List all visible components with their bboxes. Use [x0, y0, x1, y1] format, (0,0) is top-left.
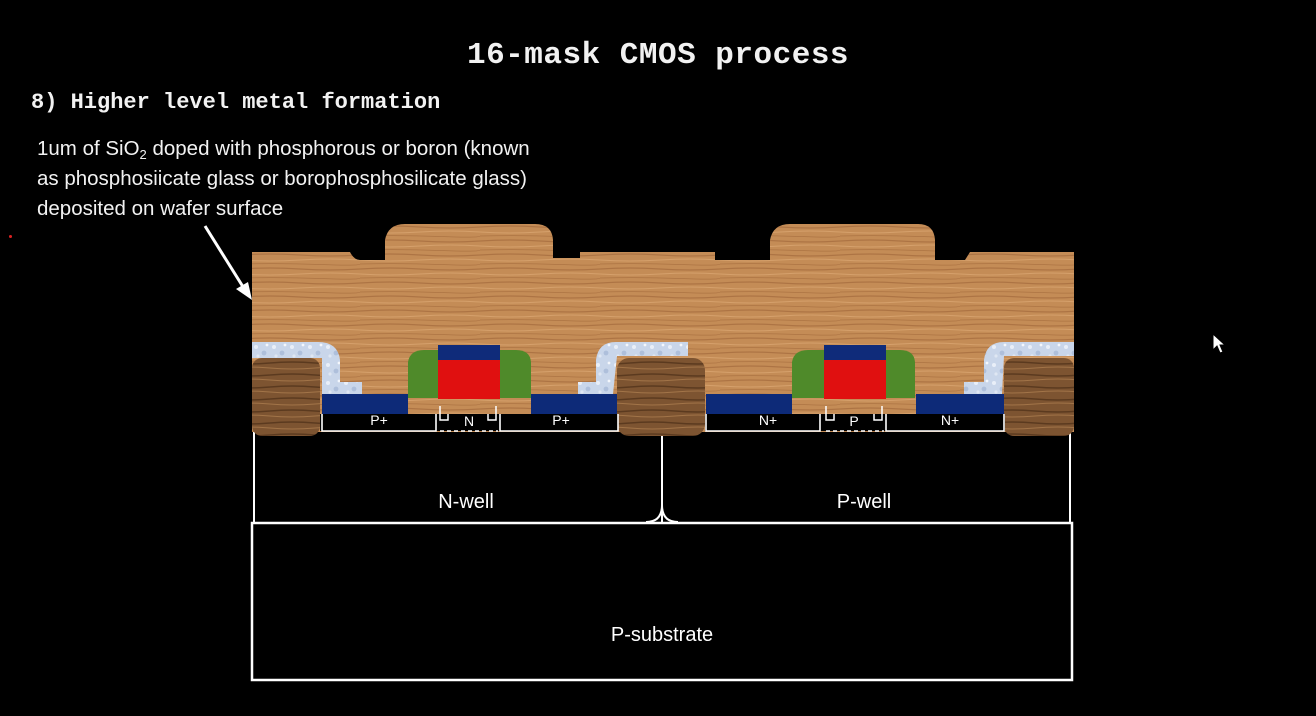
mouse-cursor-icon [1212, 333, 1227, 354]
nmos-drain-outline [885, 414, 1005, 432]
pmos-source-outline [321, 414, 437, 432]
label-p-plus-left: P+ [370, 412, 388, 428]
field-oxide-right [1004, 358, 1074, 436]
label-n-well: N-well [438, 491, 494, 513]
p-plus-diffusion-left [322, 394, 408, 414]
n-plus-diffusion-right [916, 394, 1004, 414]
slide-title: 16-mask CMOS process [466, 38, 850, 73]
field-oxide-center [617, 358, 705, 436]
nmos-gate-cap [824, 345, 886, 360]
description-line-2: as phosphosiicate glass or borophosphosi… [37, 167, 528, 190]
label-p-well: P-well [837, 491, 891, 513]
p-plus-diffusion-right [531, 394, 617, 414]
annotation-arrow-head [236, 282, 252, 300]
metal1-left [252, 342, 362, 394]
p-substrate-region [250, 521, 1074, 682]
label-n-channel: N [464, 413, 474, 429]
well-boundary [645, 436, 679, 523]
pmos-gate-poly [438, 359, 500, 399]
label-n-plus-right: N+ [941, 412, 959, 428]
laser-pointer-dot [9, 235, 12, 238]
step-heading: 8) Higher level metal formation [31, 90, 441, 115]
label-n-plus-left: N+ [759, 412, 777, 428]
metal1-mid-left [578, 342, 688, 394]
metal1-right [964, 342, 1074, 394]
nmos-source-outline [705, 414, 821, 432]
nmos-gate-poly [824, 359, 886, 399]
label-p-channel: P [849, 413, 858, 429]
pmos-drain-outline [499, 414, 619, 432]
description-line-1: 1um of SiO2 doped with phosphorous or bo… [37, 137, 530, 162]
field-oxide-left [252, 358, 320, 436]
nmos-ldd-left [825, 406, 835, 421]
description-text: 1um of SiO2 doped with phosphorous or bo… [37, 134, 637, 224]
annotation-arrow-line [203, 225, 247, 291]
p-well-region [662, 432, 1071, 524]
pmos-gate-cap [438, 345, 500, 360]
pmos-ldd-right [487, 406, 497, 421]
active-area-right [705, 414, 1005, 431]
description-line-3: deposited on wafer surface [37, 197, 284, 220]
n-plus-diffusion-left [706, 394, 792, 414]
label-p-substrate: P-substrate [611, 624, 713, 646]
pmos-ldd-left [439, 406, 449, 421]
label-p-plus-right: P+ [552, 412, 570, 428]
active-area-left [320, 414, 618, 431]
nmos-ldd-right [873, 406, 883, 421]
